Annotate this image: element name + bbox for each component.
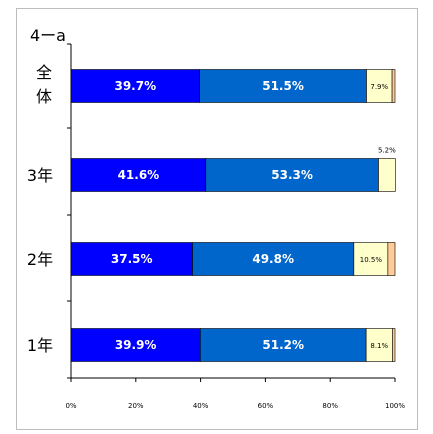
- bar-segment: [192, 242, 355, 276]
- bar-segment: [70, 158, 207, 192]
- bars: 39.7% 51.5% 7.9% 41.6% 53.3% 5.2% 37.5% 49.8% 10…: [70, 69, 396, 362]
- data-label: 39.9%: [115, 338, 157, 352]
- bar-segment: [392, 328, 396, 362]
- bar-segment: [205, 158, 379, 192]
- chart-title: 4ーa: [30, 26, 66, 45]
- x-axis-ticks: 0% 20% 40% 60% 80% 100%: [65, 378, 405, 410]
- category-label: 全: [36, 63, 52, 82]
- x-tick-label: 0%: [65, 402, 76, 410]
- category-labels: 全体 3年 2年 1年: [27, 63, 53, 355]
- category-label: 3年: [27, 166, 53, 185]
- x-tick-label: 60%: [258, 402, 274, 410]
- data-label: 39.7%: [114, 79, 156, 93]
- category-label: 2年: [27, 250, 53, 269]
- data-label: 41.6%: [118, 168, 160, 182]
- data-label: 7.9%: [370, 83, 388, 91]
- x-tick-label: 20%: [128, 402, 144, 410]
- data-label: 37.5%: [111, 252, 153, 266]
- category-label: 体: [36, 87, 52, 106]
- bar-segment: [199, 69, 367, 103]
- bar-segment: [70, 242, 193, 276]
- bar-segment: [366, 69, 393, 103]
- bar-segment: [70, 328, 201, 362]
- bar-segment: [70, 69, 200, 103]
- x-tick-label: 100%: [385, 402, 405, 410]
- bar-segment: [387, 242, 396, 276]
- data-label: 10.5%: [360, 256, 383, 264]
- bar-segment: [199, 328, 367, 362]
- data-label: 51.2%: [262, 338, 304, 352]
- data-label: 8.1%: [370, 342, 388, 350]
- data-label: 49.8%: [252, 252, 294, 266]
- x-tick-label: 80%: [322, 402, 338, 410]
- bar-segment: [391, 69, 396, 103]
- data-label: 53.3%: [271, 168, 313, 182]
- x-tick-label: 40%: [193, 402, 209, 410]
- bar-segment: [378, 158, 396, 192]
- data-label: 5.2%: [378, 147, 396, 155]
- bar-segment: [365, 328, 393, 362]
- category-label: 1年: [27, 336, 53, 355]
- data-label: 51.5%: [262, 79, 304, 93]
